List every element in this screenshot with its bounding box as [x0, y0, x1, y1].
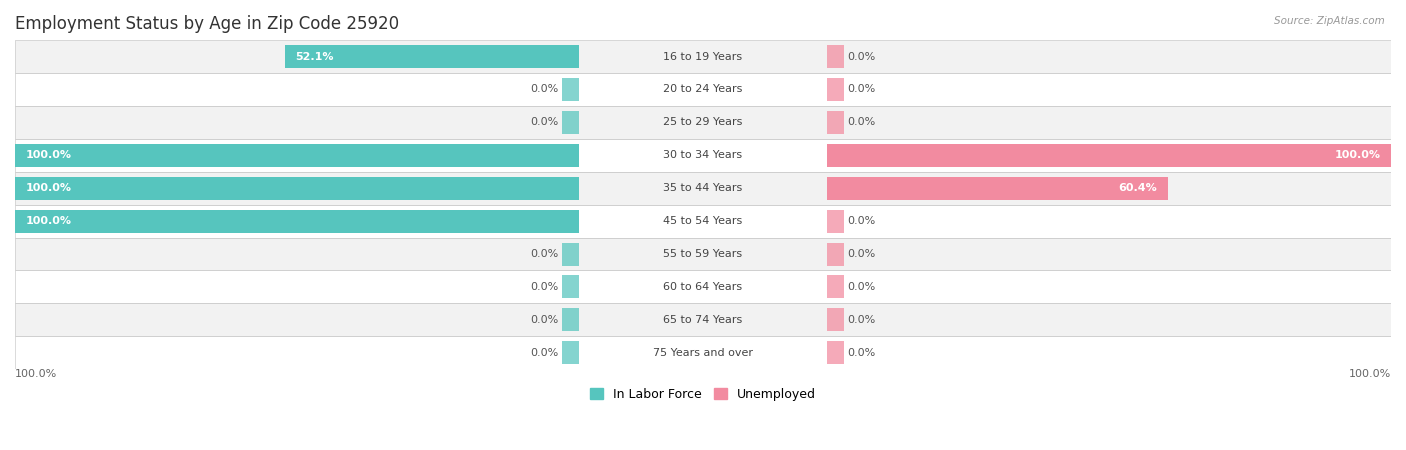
Bar — [562, 243, 579, 266]
Bar — [15, 205, 1391, 238]
Bar — [827, 111, 844, 134]
Bar — [827, 177, 844, 200]
Bar — [827, 341, 844, 364]
Text: 60 to 64 Years: 60 to 64 Years — [664, 282, 742, 292]
Bar — [15, 238, 1391, 270]
Text: 20 to 24 Years: 20 to 24 Years — [664, 85, 742, 94]
Legend: In Labor Force, Unemployed: In Labor Force, Unemployed — [585, 383, 821, 406]
Bar — [15, 40, 1391, 73]
Bar — [827, 308, 844, 331]
Bar — [15, 144, 579, 167]
Bar — [827, 144, 1391, 167]
Text: 16 to 19 Years: 16 to 19 Years — [664, 52, 742, 62]
Text: 60.4%: 60.4% — [1119, 183, 1157, 193]
Bar — [827, 243, 844, 266]
Bar — [15, 210, 579, 233]
Bar — [827, 78, 844, 101]
Text: 0.0%: 0.0% — [848, 117, 876, 127]
Text: 52.1%: 52.1% — [295, 52, 335, 62]
Bar — [562, 177, 579, 200]
Bar — [827, 341, 844, 364]
Text: 0.0%: 0.0% — [530, 249, 558, 259]
Bar — [15, 106, 1391, 139]
Bar — [827, 45, 844, 68]
Bar — [15, 336, 1391, 369]
Bar — [15, 270, 1391, 303]
Text: 35 to 44 Years: 35 to 44 Years — [664, 183, 742, 193]
Text: 0.0%: 0.0% — [530, 315, 558, 325]
Bar — [562, 78, 579, 101]
Bar — [15, 139, 1391, 172]
Bar — [15, 238, 1391, 270]
Bar — [827, 275, 844, 298]
Text: 0.0%: 0.0% — [530, 117, 558, 127]
Bar — [562, 243, 579, 266]
Text: 25 to 29 Years: 25 to 29 Years — [664, 117, 742, 127]
Text: 75 Years and over: 75 Years and over — [652, 348, 754, 358]
Text: 45 to 54 Years: 45 to 54 Years — [664, 216, 742, 226]
Bar — [15, 336, 1391, 369]
Bar — [827, 210, 844, 233]
Bar — [562, 210, 579, 233]
Bar — [562, 308, 579, 331]
Bar — [827, 78, 844, 101]
Bar — [285, 45, 579, 68]
Text: 0.0%: 0.0% — [848, 85, 876, 94]
Bar — [15, 172, 1391, 205]
Bar — [15, 303, 1391, 336]
Bar — [827, 243, 844, 266]
Bar — [15, 73, 1391, 106]
Bar — [827, 45, 844, 68]
Bar — [827, 210, 844, 233]
Bar — [562, 111, 579, 134]
Bar — [562, 341, 579, 364]
Text: 0.0%: 0.0% — [530, 85, 558, 94]
Text: 0.0%: 0.0% — [848, 348, 876, 358]
Text: 0.0%: 0.0% — [848, 216, 876, 226]
Bar — [15, 303, 1391, 336]
Bar — [15, 270, 1391, 303]
Text: 30 to 34 Years: 30 to 34 Years — [664, 150, 742, 160]
Bar — [562, 308, 579, 331]
Bar — [15, 205, 1391, 238]
Bar — [562, 144, 579, 167]
Bar — [827, 308, 844, 331]
Bar — [562, 275, 579, 298]
Bar — [15, 106, 1391, 139]
Text: 100.0%: 100.0% — [25, 216, 72, 226]
Bar — [827, 144, 844, 167]
Bar — [562, 111, 579, 134]
Text: 100.0%: 100.0% — [25, 183, 72, 193]
Text: 0.0%: 0.0% — [848, 315, 876, 325]
Bar — [15, 73, 1391, 106]
Bar — [15, 139, 1391, 172]
Bar — [15, 40, 1391, 73]
Text: 100.0%: 100.0% — [25, 150, 72, 160]
Bar — [562, 275, 579, 298]
Bar — [827, 111, 844, 134]
Text: 55 to 59 Years: 55 to 59 Years — [664, 249, 742, 259]
Bar — [15, 177, 579, 200]
Text: 100.0%: 100.0% — [1334, 150, 1381, 160]
Text: 0.0%: 0.0% — [530, 282, 558, 292]
Bar — [562, 78, 579, 101]
Text: Employment Status by Age in Zip Code 25920: Employment Status by Age in Zip Code 259… — [15, 15, 399, 33]
Bar — [827, 177, 1167, 200]
Text: 65 to 74 Years: 65 to 74 Years — [664, 315, 742, 325]
Text: 0.0%: 0.0% — [848, 249, 876, 259]
Bar — [562, 45, 579, 68]
Bar — [827, 275, 844, 298]
Bar — [562, 341, 579, 364]
Text: 0.0%: 0.0% — [530, 348, 558, 358]
Text: 0.0%: 0.0% — [848, 52, 876, 62]
Text: 0.0%: 0.0% — [848, 282, 876, 292]
Bar — [15, 172, 1391, 205]
Text: 100.0%: 100.0% — [1348, 369, 1391, 379]
Text: Source: ZipAtlas.com: Source: ZipAtlas.com — [1274, 16, 1385, 26]
Text: 100.0%: 100.0% — [15, 369, 58, 379]
